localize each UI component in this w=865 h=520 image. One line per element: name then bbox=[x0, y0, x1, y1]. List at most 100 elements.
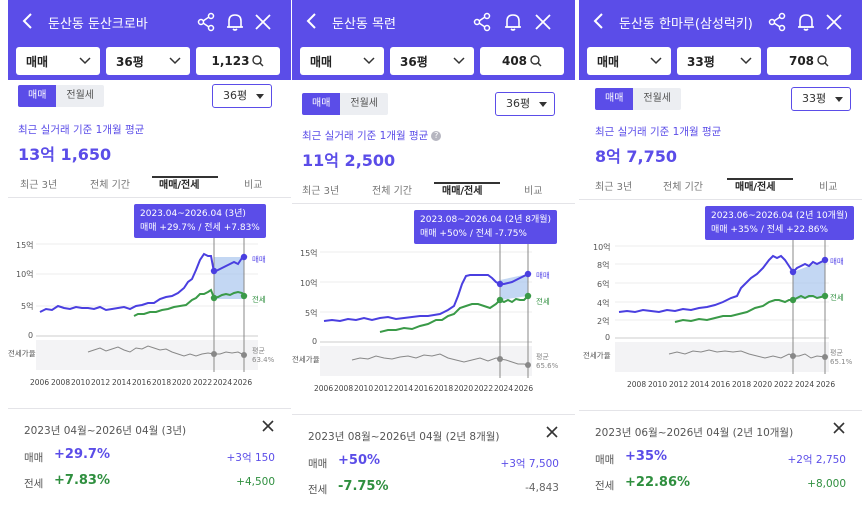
caret-down-icon bbox=[539, 102, 547, 107]
sale-change-label: 매매 bbox=[308, 458, 328, 470]
sale-line bbox=[323, 273, 529, 323]
price-chart: 2023.04~2026.04 (3년) 매매 +29.7% / 전세 +7.8… bbox=[8, 202, 291, 392]
ratio-average-value: 63.4% bbox=[252, 356, 275, 364]
trade-type-select[interactable]: 매매 bbox=[587, 47, 671, 75]
bell-icon[interactable] bbox=[224, 11, 246, 33]
toggle-rent[interactable]: 전월세 bbox=[350, 98, 379, 109]
x-axis-label: 2024 bbox=[213, 378, 233, 387]
size-select[interactable]: 36평 bbox=[106, 47, 190, 75]
range-tooltip: 2023.04~2026.04 (3년) 매매 +29.7% / 전세 +7.8… bbox=[134, 204, 266, 238]
summary-period: 2023년 08월~2026년 04월 (2년 8개월) bbox=[308, 431, 500, 443]
toggle-sale[interactable]: 매매 bbox=[302, 93, 341, 115]
jeonse-change-row: 전세 +7.83% +4,500 bbox=[24, 473, 275, 491]
toggle-rent[interactable]: 전월세 bbox=[66, 90, 95, 101]
sale-change-percent: +35% bbox=[625, 449, 668, 464]
jeonse-change-percent: +7.83% bbox=[54, 473, 110, 488]
size-dropdown-value: 36평 bbox=[223, 89, 248, 102]
toggle-rent[interactable]: 전월세 bbox=[643, 93, 672, 104]
trade-type-value: 매매 bbox=[310, 54, 333, 69]
close-icon[interactable] bbox=[261, 419, 275, 433]
jeonse-change-percent: +22.86% bbox=[625, 475, 691, 490]
close-icon[interactable] bbox=[532, 11, 554, 33]
back-icon[interactable] bbox=[589, 10, 609, 37]
tab-compare[interactable]: 비교 bbox=[244, 180, 263, 191]
search-icon bbox=[817, 55, 829, 67]
page-title: 둔산동 목련 bbox=[332, 17, 396, 32]
x-axis-label: 2018 bbox=[152, 378, 172, 387]
close-icon[interactable] bbox=[545, 425, 559, 439]
toggle-sale[interactable]: 매매 bbox=[18, 85, 57, 107]
size-dropdown[interactable]: 36평 bbox=[495, 92, 555, 116]
jeonse-change-amount: +4,500 bbox=[236, 476, 275, 488]
sale-change-row: 매매 +50% +3억 7,500 bbox=[308, 453, 559, 471]
caret-down-icon bbox=[835, 97, 843, 102]
chevron-down-icon bbox=[79, 57, 91, 65]
x-axis-label: 2024 bbox=[494, 384, 514, 393]
jeonse-end-dot bbox=[821, 292, 829, 300]
close-icon[interactable] bbox=[832, 421, 846, 435]
tab-sale-jeonse[interactable]: 매매/전세 bbox=[442, 186, 483, 197]
bell-icon[interactable] bbox=[795, 11, 817, 33]
average-price: 11억 2,500 bbox=[302, 151, 396, 170]
x-axis-label: 2010 bbox=[71, 378, 91, 387]
x-axis-label: 2020 bbox=[753, 380, 773, 389]
summary-period: 2023년 06월~2026년 04월 (2년 10개월) bbox=[595, 427, 794, 439]
x-axis-label: 2012 bbox=[374, 384, 394, 393]
y-axis-label: 0 bbox=[28, 331, 34, 340]
help-icon[interactable]: ? bbox=[431, 131, 442, 141]
tab-compare[interactable]: 비교 bbox=[524, 186, 543, 197]
transaction-count: 708 bbox=[788, 54, 815, 68]
share-icon[interactable] bbox=[472, 11, 494, 33]
jeonse-change-amount: -4,843 bbox=[525, 482, 559, 494]
transaction-count-button[interactable]: 708 bbox=[767, 47, 851, 75]
transaction-count-button[interactable]: 408 bbox=[480, 47, 564, 75]
size-dropdown[interactable]: 36평 bbox=[212, 84, 272, 108]
bell-icon[interactable] bbox=[502, 11, 524, 33]
tab-sale-jeonse[interactable]: 매매/전세 bbox=[159, 180, 200, 191]
tab-sale-jeonse[interactable]: 매매/전세 bbox=[735, 182, 776, 193]
size-select[interactable]: 36평 bbox=[390, 47, 474, 75]
ratio-start-dot bbox=[211, 351, 217, 357]
sale-change-amount: +3억 7,500 bbox=[500, 458, 559, 470]
sale-change-row: 매매 +29.7% +3억 150 bbox=[24, 447, 275, 465]
trade-type-select[interactable]: 매매 bbox=[300, 47, 384, 75]
x-axis-label: 2020 bbox=[172, 378, 192, 387]
share-icon[interactable] bbox=[196, 11, 218, 33]
size-dropdown[interactable]: 33평 bbox=[791, 87, 851, 111]
jeonse-ratio-label: 전세가율 bbox=[8, 349, 36, 358]
close-icon[interactable] bbox=[252, 11, 274, 33]
x-axis-label: 2012 bbox=[669, 380, 689, 389]
tab-compare[interactable]: 비교 bbox=[819, 182, 838, 193]
panel-mokryeon: 둔산동 목련 매매 36평 408 매매 전월세 36평 최근 실거래 기준 1 bbox=[292, 0, 575, 520]
price-chart-svg bbox=[615, 224, 829, 374]
page-title: 둔산동 둔산크로바 bbox=[48, 17, 148, 32]
tooltip-range: 2023.08~2026.04 (2년 8개월) bbox=[420, 215, 552, 225]
tab-all-period[interactable]: 전체 기간 bbox=[372, 186, 412, 197]
back-icon[interactable] bbox=[18, 10, 38, 37]
summary-period: 2023년 04월~2026년 04월 (3년) bbox=[24, 425, 187, 437]
change-summary: 2023년 08월~2026년 04월 (2년 8개월) 매매 +50% +3억… bbox=[292, 414, 575, 520]
x-axis-label: 2026 bbox=[233, 378, 253, 387]
size-select[interactable]: 33평 bbox=[677, 47, 761, 75]
price-subtitle: 최근 실거래 기준 1개월 평균 bbox=[18, 124, 145, 136]
y-axis-label: 0 bbox=[312, 337, 318, 346]
close-icon[interactable] bbox=[823, 11, 845, 33]
x-axis-label: 2026 bbox=[514, 384, 534, 393]
jeonse-start-dot bbox=[210, 294, 218, 302]
toggle-sale[interactable]: 매매 bbox=[595, 88, 634, 110]
tab-recent-3y[interactable]: 최근 3년 bbox=[302, 186, 340, 197]
back-icon[interactable] bbox=[302, 10, 322, 37]
trade-type-select[interactable]: 매매 bbox=[16, 47, 100, 75]
share-icon[interactable] bbox=[767, 11, 789, 33]
panel-hanmaru: 둔산동 한마루(삼성럭키) 매매 33평 708 매매 전월세 33평 최근 실 bbox=[579, 0, 862, 520]
price-chart: 2023.08~2026.04 (2년 8개월) 매매 +50% / 전세 -7… bbox=[292, 208, 575, 400]
tab-all-period[interactable]: 전체 기간 bbox=[663, 182, 703, 193]
tab-recent-3y[interactable]: 최근 3년 bbox=[20, 180, 58, 191]
sale-change-label: 매매 bbox=[24, 452, 44, 464]
x-axis-label: 2010 bbox=[648, 380, 668, 389]
tooltip-change: 매매 +29.7% / 전세 +7.83% bbox=[140, 223, 260, 233]
y-axis-label: 6억 bbox=[597, 280, 610, 289]
tab-all-period[interactable]: 전체 기간 bbox=[90, 180, 130, 191]
tab-recent-3y[interactable]: 최근 3년 bbox=[595, 182, 633, 193]
transaction-count-button[interactable]: 1,123 bbox=[196, 47, 280, 75]
